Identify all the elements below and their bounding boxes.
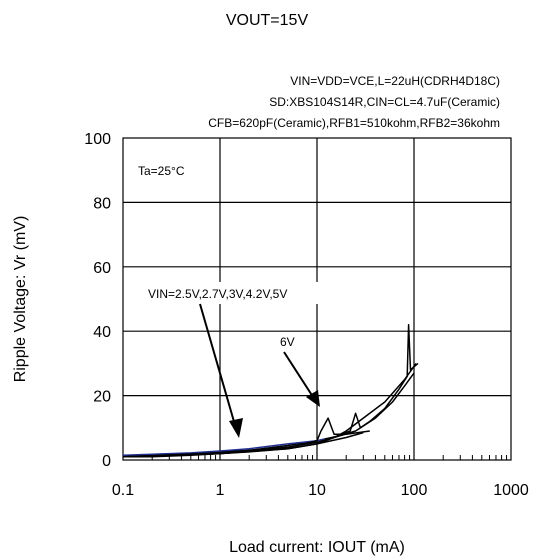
x-tick-label: 100 — [401, 482, 428, 499]
minor-ticks — [151, 455, 508, 460]
y-tick-label: 20 — [93, 389, 111, 406]
x-axis-label: Load current: IOUT (mA) — [229, 539, 405, 556]
condition-line-3: CFB=620pF(Ceramic),RFB1=510kohm,RFB2=36k… — [208, 116, 500, 130]
y-tick-label: 0 — [102, 453, 111, 470]
series-layer — [122, 324, 419, 458]
y-tick-label: 100 — [84, 131, 111, 148]
x-tick-labels: 0.1 1 10 100 1000 — [112, 482, 529, 499]
annotation-6v-label: 6V — [280, 335, 295, 349]
y-axis-label: Ripple Voltage: Vr (mV) — [12, 216, 29, 383]
x-tick-label: 1 — [216, 482, 225, 499]
x-tick-label: 0.1 — [112, 482, 134, 499]
inset-label-bg — [130, 160, 200, 182]
annotation-vin-arrow — [199, 303, 238, 433]
chart-title: VOUT=15V — [226, 12, 309, 29]
annotation-bg — [142, 282, 354, 304]
series-line — [122, 324, 419, 458]
y-tick-label: 40 — [93, 324, 111, 341]
x-tick-label: 10 — [308, 482, 326, 499]
x-tick-label: 1000 — [493, 482, 529, 499]
series-line — [123, 431, 364, 458]
annotation-6v-arrow — [283, 351, 316, 401]
annotation-vin-label: VIN=2.5V,2.7V,3V,4.2V,5V — [148, 287, 287, 301]
series-line — [122, 362, 417, 458]
condition-line-2: SD:XBS104S14R,CIN=CL=4.7uF(Ceramic) — [269, 95, 500, 109]
y-tick-labels: 0 20 40 60 80 100 — [84, 131, 111, 470]
inset-label: Ta=25°C — [138, 164, 185, 178]
annotation-vin-arrowhead — [229, 418, 243, 438]
y-tick-label: 80 — [93, 195, 111, 212]
annotation-6v-arrowhead — [306, 390, 320, 407]
series-line — [122, 372, 415, 458]
plot-frame — [122, 137, 512, 461]
condition-line-1: VIN=VDD=VCE,L=22uH(CDRH4D18C) — [290, 74, 500, 88]
y-tick-label: 60 — [93, 260, 111, 277]
